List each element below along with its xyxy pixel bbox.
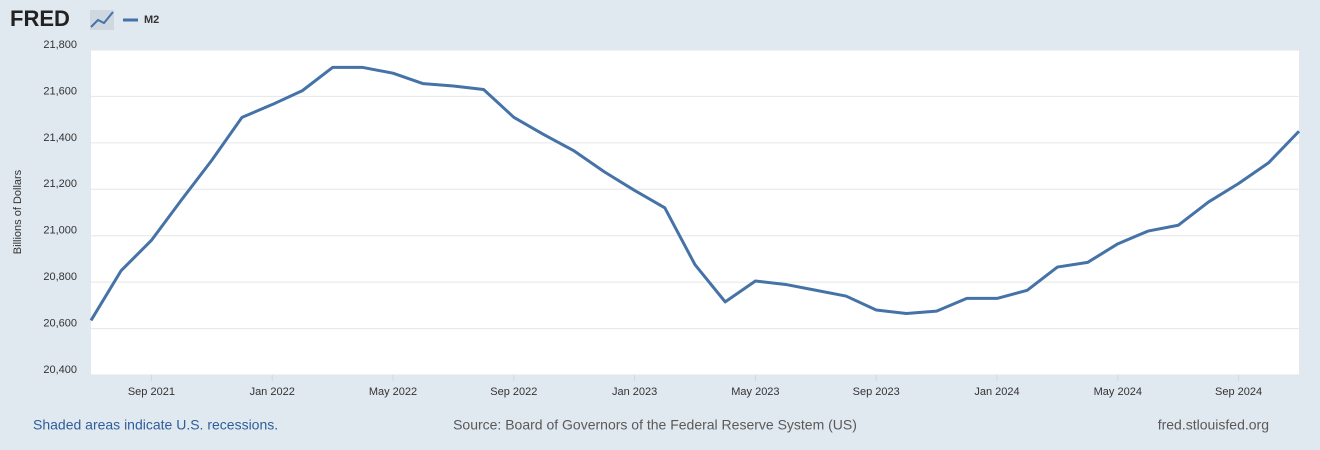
x-tick-label: May 2022 — [369, 386, 417, 398]
y-tick-label: 21,200 — [43, 178, 77, 190]
y-axis-label: Billions of Dollars — [12, 169, 24, 254]
y-tick-label: 21,600 — [43, 85, 77, 97]
x-tick-label: Sep 2021 — [128, 386, 175, 398]
y-tick-label: 21,800 — [43, 39, 77, 51]
logo: FRED — [10, 6, 70, 31]
plot-area — [91, 50, 1299, 375]
y-tick-label: 21,000 — [43, 225, 77, 237]
data-line — [89, 65, 1301, 322]
x-tick-label: Sep 2023 — [853, 386, 900, 398]
y-tick-label: 20,800 — [43, 271, 77, 283]
x-tick-label: Jan 2024 — [974, 386, 1019, 398]
x-tick-label: Sep 2022 — [490, 386, 537, 398]
x-tick-label: Sep 2024 — [1215, 386, 1262, 398]
footer-recessions[interactable]: Shaded areas indicate U.S. recessions. — [33, 417, 278, 433]
legend-label: M2 — [144, 14, 159, 26]
x-tick-label: May 2023 — [731, 386, 779, 398]
y-tick-label: 20,600 — [43, 317, 77, 329]
footer-url: fred.stlouisfed.org — [1158, 417, 1269, 433]
logo-icon — [90, 10, 114, 30]
y-tick-label: 20,400 — [43, 364, 77, 376]
y-tick-label: 21,400 — [43, 132, 77, 144]
footer-source: Source: Board of Governors of the Federa… — [453, 417, 857, 433]
x-tick-label: Jan 2022 — [250, 386, 295, 398]
x-tick-label: Jan 2023 — [612, 386, 657, 398]
x-tick-label: May 2024 — [1094, 386, 1142, 398]
